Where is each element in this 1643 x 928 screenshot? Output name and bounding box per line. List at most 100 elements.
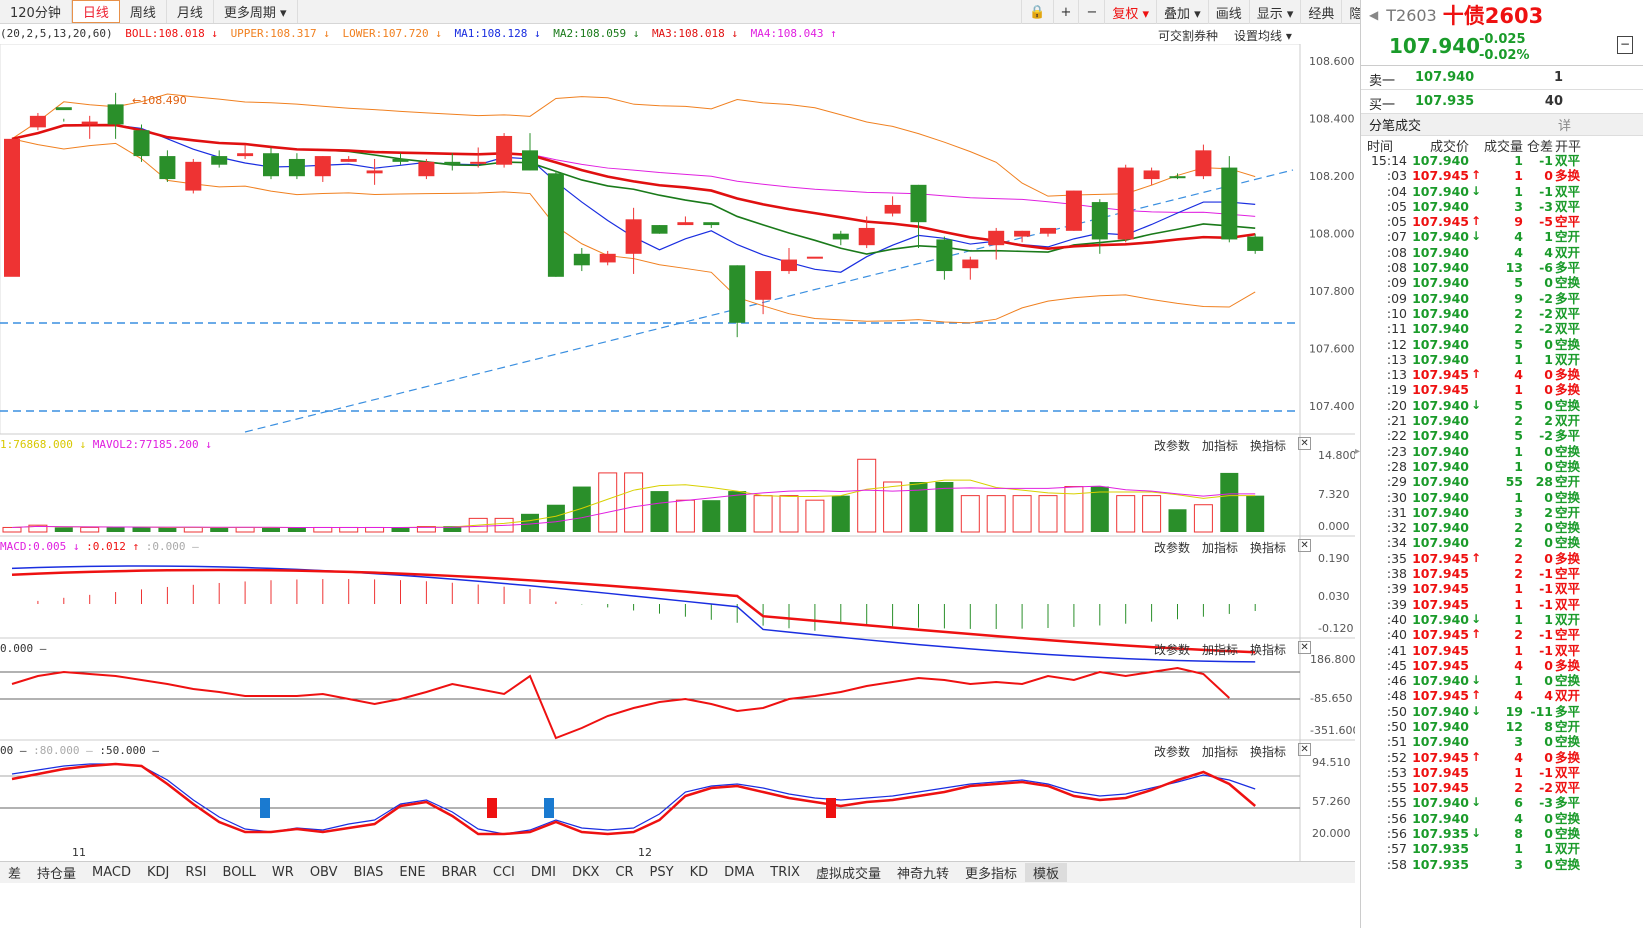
tick-open-close: 双开 [1555,611,1581,627]
add-indicator-button[interactable]: 加指标 [1202,745,1239,759]
indicator-tab[interactable]: TRIX [770,865,800,880]
tick-arrow: ↑ [1470,688,1482,703]
tick-price: 107.940 [1412,489,1469,505]
indicator-tab[interactable]: CR [615,865,634,880]
tick-open-close: 双开 [1555,244,1581,260]
switch-indicator-button[interactable]: 换指标 [1250,745,1287,759]
indicator-tab[interactable]: DMA [724,865,755,880]
switch-indicator-button[interactable]: 换指标 [1250,439,1287,453]
indicator-tab[interactable]: ENE [399,865,426,880]
modify-params-button[interactable]: 改参数 [1154,643,1191,657]
indicator-tab[interactable]: 差 [8,867,22,882]
tab-monthly[interactable]: 月线 [167,0,214,23]
macd-axis-label: -0.120 [1318,622,1353,635]
close-icon[interactable]: ✕ [1298,743,1312,756]
tick-oi-change: -2 [1539,290,1553,306]
tick-volume: 1 [1514,489,1523,505]
close-icon[interactable]: ✕ [1298,437,1312,450]
col-oi-change: 仓差 [1526,140,1553,155]
tick-price: 107.945 [1412,168,1469,184]
tick-volume: 4 [1514,367,1523,383]
indicator-tab[interactable]: PSY [649,865,674,880]
modify-params-button[interactable]: 改参数 [1154,439,1191,453]
indicator-tab[interactable]: BOLL [222,865,256,880]
macd-dea-value: :0.012 ↑ [86,540,140,553]
indicator-tab[interactable]: CCI [492,865,515,880]
tab-120min[interactable]: 120分钟 [0,0,72,23]
tick-arrow [1469,490,1483,505]
draw-line-button[interactable]: 画线 [1207,0,1249,24]
volume-axis-label: 14.800 [1318,449,1355,462]
indicator-tab[interactable]: BIAS [353,865,384,880]
volume-bar [728,491,747,532]
prev-contract-icon[interactable]: ◀ [1369,8,1379,22]
ma2-value: MA2:108.059 ↓ [553,27,640,40]
detail-button[interactable]: 详 [1557,119,1571,134]
tick-volume: 1 [1514,153,1523,168]
plus-icon[interactable]: + [1052,0,1079,24]
indicator-tab[interactable]: 持仓量 [37,867,77,882]
tick-arrow [1469,505,1483,520]
tick-row: :56 107.935 ↓ 8 0 空换 [1361,826,1643,841]
more-periods-dropdown[interactable]: 更多周期 ▾ [214,0,298,23]
indicator-tab[interactable]: KDJ [147,865,170,880]
tick-price: 107.945 [1412,749,1469,765]
tick-row: :39 107.945 1 -1 双平 [1361,597,1643,612]
tick-volume: 4 [1514,657,1523,673]
tick-time: :20 [1386,397,1407,413]
kline-chart[interactable]: 108.600 108.400 108.200 108.000 107.800 107.6… [0,44,1355,862]
add-indicator-button[interactable]: 加指标 [1202,439,1239,453]
candle-body [988,230,1005,246]
indicator-tab[interactable]: 神奇九转 [896,867,949,882]
add-indicator-button[interactable]: 加指标 [1202,541,1239,555]
lock-icon[interactable]: 🔒 [1021,0,1052,24]
tick-oi-change: 1 [1544,841,1553,857]
collapse-icon[interactable]: − [1617,36,1633,54]
macd-axis-label: 0.030 [1318,590,1350,603]
volume-bar [857,458,877,533]
indicator-tab[interactable]: DKX [571,865,600,880]
modify-params-button[interactable]: 改参数 [1154,745,1191,759]
candle-body [29,115,46,128]
indicator-tab[interactable]: 更多指标 [965,867,1018,882]
tab-weekly[interactable]: 周线 [120,0,167,23]
modify-params-button[interactable]: 改参数 [1154,541,1191,555]
minus-icon[interactable]: − [1078,0,1104,24]
ma-settings-dropdown[interactable]: 设置均线 ▾ [1234,29,1292,43]
indicator-tab[interactable]: OBV [309,865,338,880]
display-dropdown[interactable]: 显示 ▾ [1248,0,1301,24]
switch-indicator-button[interactable]: 换指标 [1250,643,1287,657]
tab-daily[interactable]: 日线 [71,0,120,23]
indicator-tab[interactable]: RSI [185,865,207,880]
add-indicator-button[interactable]: 加指标 [1202,643,1239,657]
switch-indicator-button[interactable]: 换指标 [1250,541,1287,555]
rights-adjust-dropdown[interactable]: 复权 ▾ [1104,0,1156,24]
tick-volume: 2 [1514,780,1523,796]
tick-arrow: ↓ [1470,673,1482,688]
panel-splitter-icon[interactable]: ▸ [1355,446,1361,457]
indicator-tab[interactable]: 虚拟成交量 [815,867,881,882]
indicator-tab[interactable]: KD [689,865,709,880]
deliverable-bonds-link[interactable]: 可交割券种 [1158,29,1219,43]
tick-oi-change: 0 [1544,458,1553,474]
close-icon[interactable]: ✕ [1298,539,1312,552]
classic-button[interactable]: 经典 [1300,0,1341,24]
indicator-tab[interactable]: 模板 [1025,863,1068,882]
tick-open-close: 双平 [1555,305,1581,321]
ticks-list[interactable]: 15:14 107.940 1 -1 双平:03 107.945 ↑ 1 0 多换:04 107.9… [1361,153,1643,872]
indicator-tab[interactable]: MACD [92,865,131,880]
indicator-tab[interactable]: WR [271,865,294,880]
bid-row: 买一 107.935 40 [1361,90,1643,114]
boll-params: (20,2,5,13,20,60) [0,27,113,40]
volume-bar [753,495,773,533]
indicator-tab[interactable]: DMI [530,865,556,880]
tick-row: :29 107.940 55 28 空开 [1361,474,1643,489]
close-icon[interactable]: ✕ [1298,641,1312,654]
tick-oi-change: 1 [1544,229,1553,245]
tick-row: :13 107.940 1 1 双开 [1361,352,1643,367]
indicator-tab[interactable]: BRAR [441,865,477,880]
overlay-dropdown[interactable]: 叠加 ▾ [1156,0,1208,24]
candle-body [133,130,150,157]
tick-arrow [1469,780,1483,795]
